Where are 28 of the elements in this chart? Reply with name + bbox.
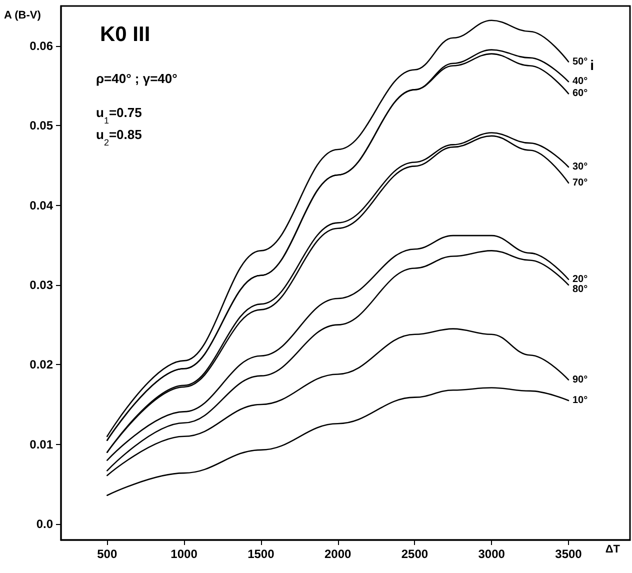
y-tick-label: 0.06	[30, 38, 54, 53]
series-label: 50°	[572, 56, 588, 68]
series-label: 70°	[572, 177, 588, 188]
legend-title: i	[590, 57, 594, 73]
x-tick-label: 1500	[248, 547, 275, 561]
y-axis-title: A (B-V)	[4, 10, 42, 22]
x-tick-label: 2000	[324, 547, 352, 561]
y-tick-label: 0.01	[30, 437, 54, 452]
x-axis-title: ΔT	[605, 544, 620, 556]
y-tick-label: 0.04	[30, 198, 54, 212]
x-tick-label: 1000	[170, 547, 198, 561]
text: K0 III	[100, 23, 150, 46]
y-tick-label: 0.02	[30, 358, 54, 372]
y-tick-label: 0.03	[30, 278, 54, 292]
y-tick-label: 0.0	[36, 517, 54, 532]
series-label: 20°	[572, 274, 588, 285]
series-label: 80°	[572, 284, 588, 295]
x-tick-label: 500	[97, 547, 118, 561]
y-tick-label: 0.05	[30, 118, 54, 133]
x-tick-label: 3000	[478, 547, 506, 561]
series-label: 90°	[572, 374, 588, 386]
series-label: 40°	[572, 76, 588, 88]
annotation: ρ=40° ; γ=40°	[96, 71, 178, 86]
series-label: 60°	[572, 88, 588, 100]
series-label: 30°	[572, 161, 588, 172]
x-tick-label: 3500	[555, 547, 582, 561]
series-label: 10°	[572, 395, 588, 406]
x-tick-label: 2500	[401, 547, 428, 561]
